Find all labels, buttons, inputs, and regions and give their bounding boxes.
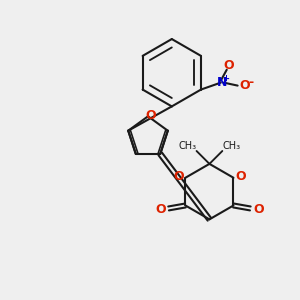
Text: O: O <box>235 170 246 183</box>
Text: O: O <box>224 59 234 72</box>
Text: O: O <box>146 109 156 122</box>
Text: N: N <box>217 76 227 89</box>
Text: CH₃: CH₃ <box>178 141 197 151</box>
Text: O: O <box>155 203 166 216</box>
Text: O: O <box>239 79 250 92</box>
Text: -: - <box>248 76 253 89</box>
Text: CH₃: CH₃ <box>222 141 240 151</box>
Text: O: O <box>253 203 263 216</box>
Text: O: O <box>173 170 184 183</box>
Text: +: + <box>222 74 229 83</box>
